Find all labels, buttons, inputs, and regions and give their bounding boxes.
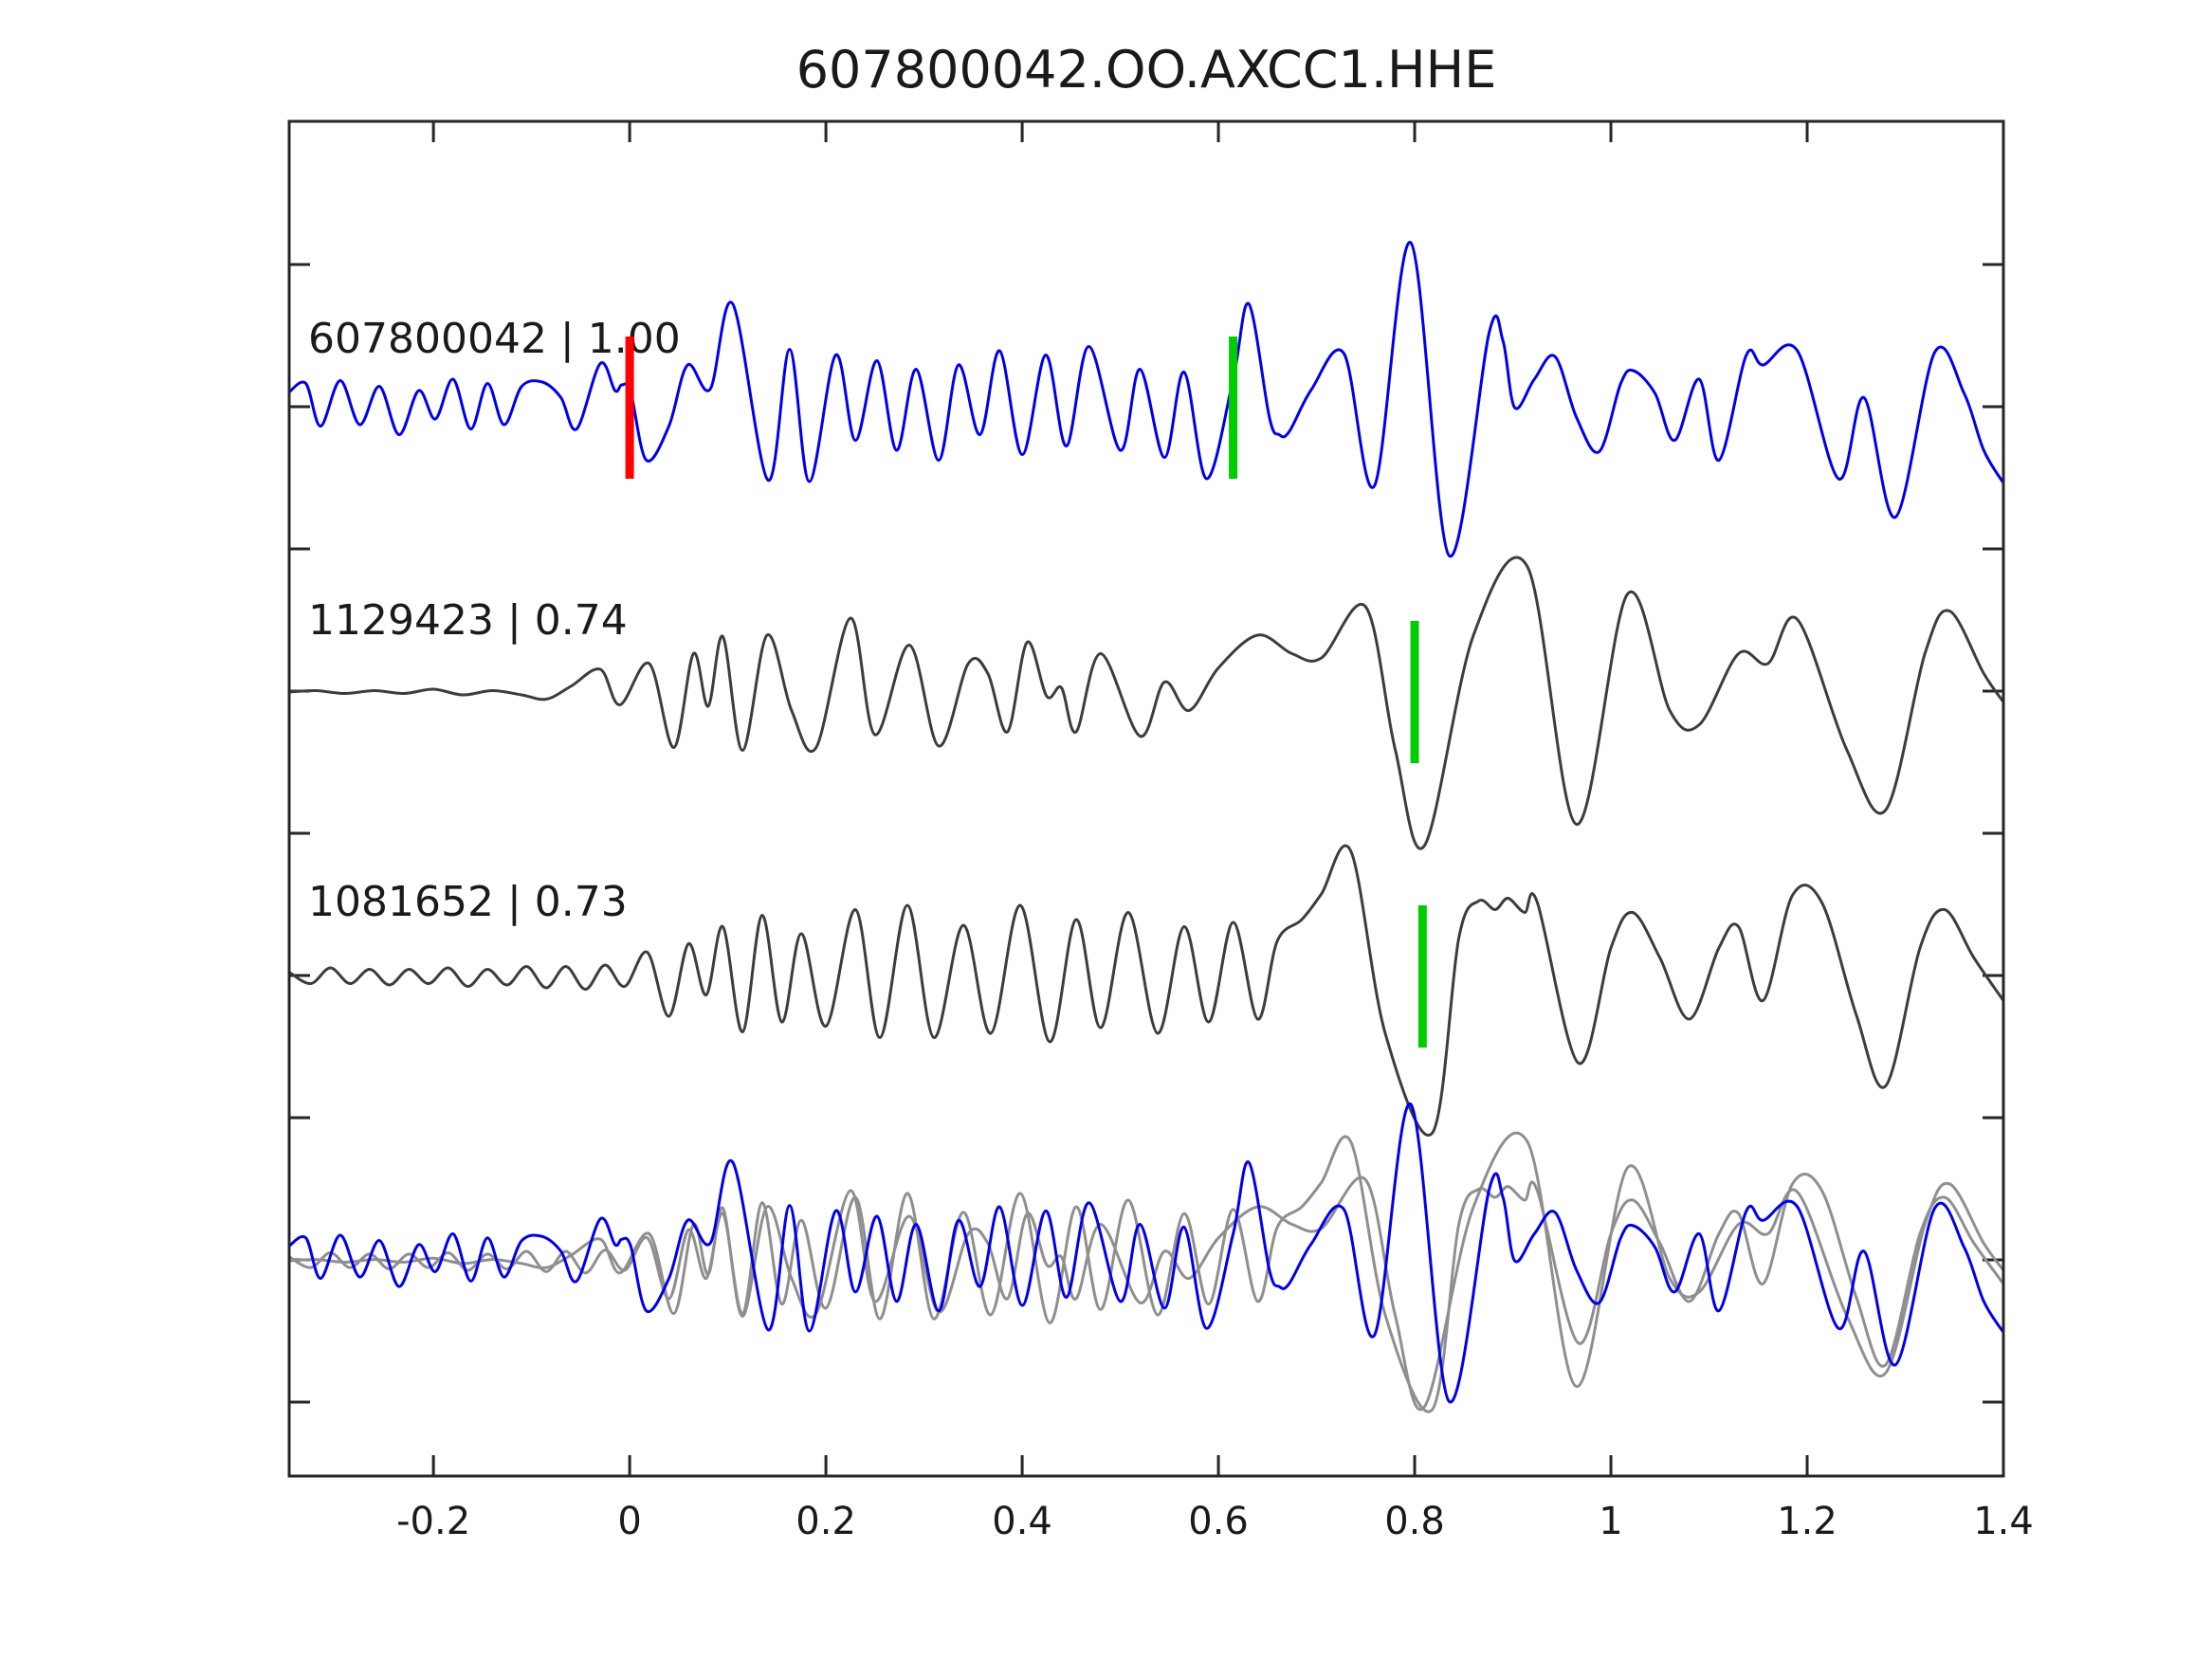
x-tick-labels: -0.2 0 0.2 0.4 0.6 0.8 1 1.2 1.4 <box>396 1500 2034 1543</box>
x-tick-label: 0.2 <box>795 1500 856 1543</box>
overlay-trace-1129423 <box>289 1131 2003 1412</box>
waveform-traces <box>289 241 2003 1413</box>
x-tick-label: 1 <box>1599 1500 1622 1543</box>
x-tick-label: 1.2 <box>1777 1500 1837 1543</box>
overlay-trace-607800042 <box>289 1103 2003 1404</box>
pick-markers <box>625 337 1427 1048</box>
x-tick-label: 1.4 <box>1973 1500 2034 1543</box>
waveform-trace-1081652 <box>289 844 2003 1137</box>
correlation-pick-marker <box>1410 621 1419 763</box>
x-tick-label: 0.6 <box>1188 1500 1249 1543</box>
trace-label-detection-1: 1129423 | 0.74 <box>308 596 628 645</box>
x-tick-label: 0.8 <box>1384 1500 1445 1543</box>
waveform-trace-607800042 <box>289 241 2003 557</box>
plot-border <box>287 119 2005 1478</box>
trace-label-detection-2: 1081652 | 0.73 <box>308 878 628 926</box>
trace-labels: 607800042 | 1.00 1129423 | 0.74 1081652 … <box>308 315 681 926</box>
x-tick-label: 0 <box>617 1500 641 1543</box>
x-tick-label: 0.4 <box>992 1500 1052 1543</box>
trace-label-template: 607800042 | 1.00 <box>308 315 681 363</box>
correlation-pick-marker <box>1229 337 1238 479</box>
waveform-trace-1129423 <box>289 556 2003 850</box>
chart-title: 607800042.OO.AXCC1.HHE <box>796 40 1497 100</box>
x-tick-label: -0.2 <box>396 1500 470 1543</box>
correlation-pick-marker <box>1417 905 1427 1048</box>
reference-pick-marker <box>625 337 634 479</box>
overlay-trace-1081652 <box>289 1135 2003 1413</box>
